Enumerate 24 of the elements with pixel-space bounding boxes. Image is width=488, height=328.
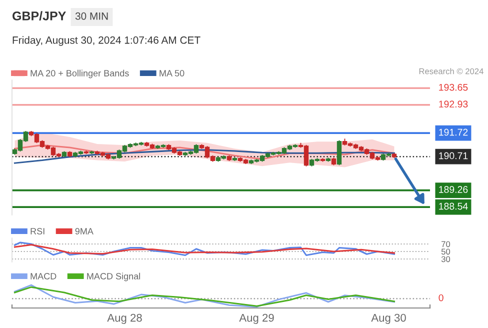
legend-label: MA 50 [160,70,184,76]
x-tick-label: Aug 30 [371,314,406,324]
candlestick [336,140,342,166]
legend-label: 9MA [75,228,94,234]
ref-line-label: 192.93 [439,100,468,108]
legend-label: MA 20 + Bollinger Bands [30,70,129,78]
ref-line-label: 190.71 [439,152,468,160]
x-tick-label: Aug 28 [107,314,142,324]
chart-title: GBP/JPY [12,11,66,20]
ref-line-label: 0 [438,294,444,302]
legend-label: MACD [30,273,56,280]
ref-line-label: 191.72 [439,128,468,136]
chart-subtitle: 30 MIN [75,12,108,20]
x-tick-label: Aug 29 [239,314,274,324]
y-tick-label: 50 [441,248,450,255]
legend-label: RSI [30,228,44,234]
ref-line-label: 189.26 [439,186,468,193]
y-tick-label: 30 [441,256,450,262]
ref-line-label: 193.65 [439,84,468,91]
legend-label: MACD Signal [87,272,140,282]
text: Research © 2024 [419,68,484,74]
y-tick-label: 70 [442,241,450,248]
ref-line-label: 188.54 [439,202,468,210]
text: Friday, August 30, 2024 1:07:46 AM CET [12,36,200,46]
